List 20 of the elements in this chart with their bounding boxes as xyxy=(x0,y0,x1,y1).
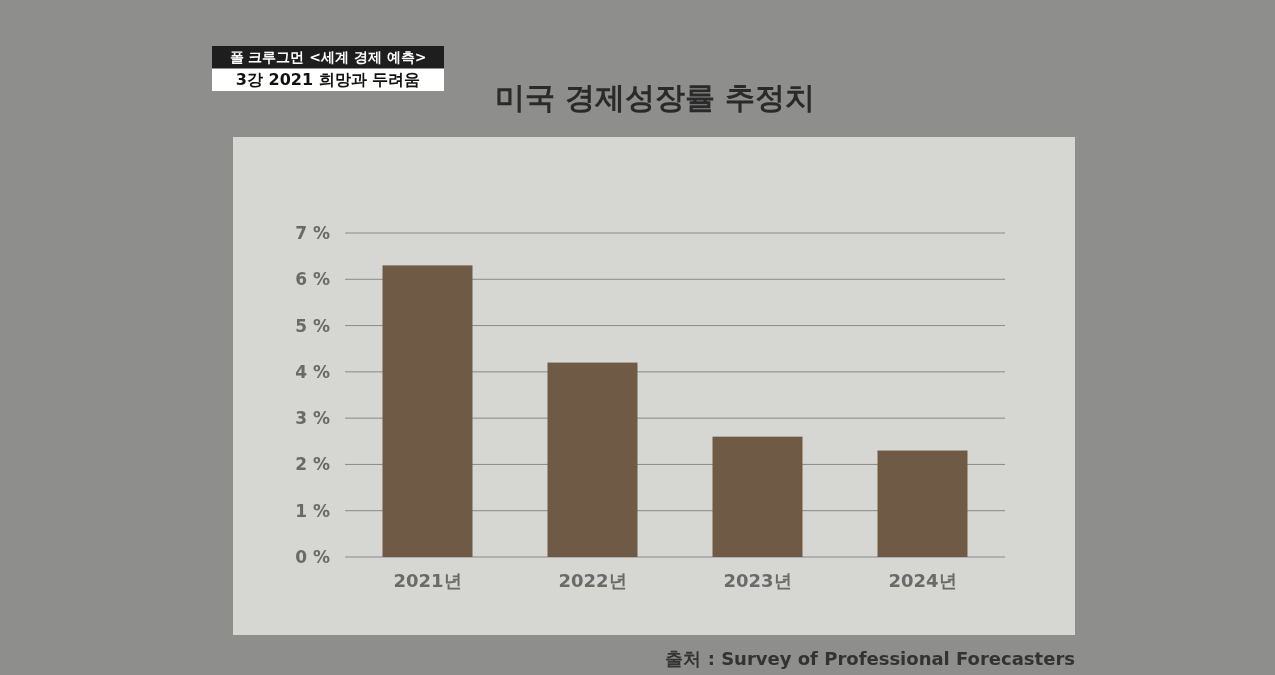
chart-title: 미국 경제성장률 추정치 xyxy=(494,80,816,115)
bar xyxy=(547,362,638,557)
x-tick-label: 2024년 xyxy=(888,570,957,591)
bar xyxy=(877,450,968,557)
y-tick-label: 3 % xyxy=(295,408,330,429)
y-tick-label: 2 % xyxy=(295,454,330,475)
y-tick-label: 0 % xyxy=(295,547,330,567)
text: 3강 2021 희망과 두려움 xyxy=(235,70,421,89)
text: 폴 크루그먼 <세계 경제 예측> xyxy=(229,49,427,65)
source-note: 출처 : Survey of Professional Forecasters xyxy=(665,648,1075,669)
y-tick-label: 7 % xyxy=(295,223,330,243)
y-tick-label: 5 % xyxy=(295,315,330,336)
x-tick-label: 2021년 xyxy=(393,570,462,591)
x-tick-label: 2022년 xyxy=(558,570,627,591)
y-tick-label: 4 % xyxy=(295,361,330,382)
bar xyxy=(712,436,803,557)
y-tick-label: 6 % xyxy=(295,269,330,290)
bar xyxy=(382,265,473,557)
y-tick-label: 1 % xyxy=(295,500,330,521)
x-tick-label: 2023년 xyxy=(723,570,792,591)
